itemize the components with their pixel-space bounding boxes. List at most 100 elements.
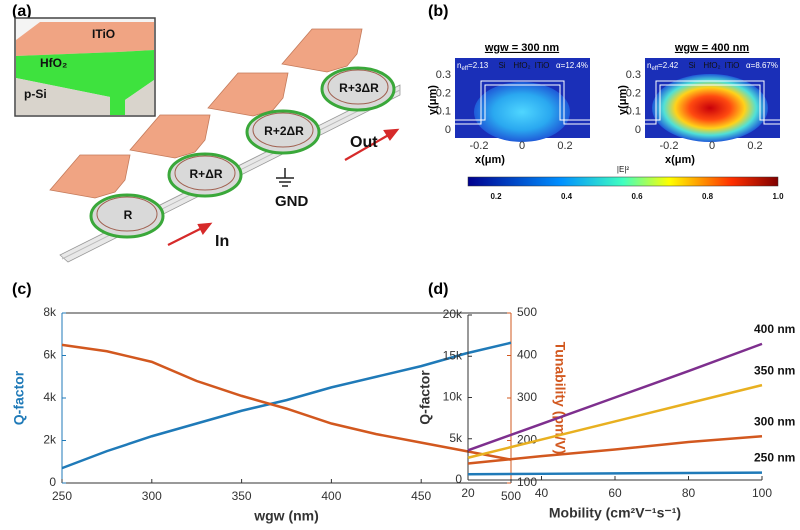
series-line xyxy=(467,471,763,476)
x-tick-label: 80 xyxy=(682,486,696,500)
colorbar-tick: 0.6 xyxy=(631,192,643,201)
y-tick-label: 0 xyxy=(455,472,462,486)
y-tick-label: 8k xyxy=(43,305,57,319)
layer-label: Si xyxy=(498,61,505,70)
y-tick-label: 2k xyxy=(43,433,57,447)
x-tick-label: 0 xyxy=(519,140,525,152)
x-tick-label: 400 xyxy=(321,489,341,503)
x-tick-label: 40 xyxy=(535,486,549,500)
y-tick-label: 0.3 xyxy=(436,69,451,81)
x-tick-label: -0.2 xyxy=(660,140,679,152)
y-axis-label: y(μm) xyxy=(427,85,439,115)
ring-label: R+2ΔR xyxy=(264,124,304,138)
neff-part: eff xyxy=(461,66,468,72)
y-tick-label: 0 xyxy=(635,124,641,136)
panel-label: (c) xyxy=(12,281,32,298)
y-tick-label: 15k xyxy=(443,348,463,362)
device-illustration: (a) R R+ΔR R+2ΔR R+3ΔR GND xyxy=(12,3,401,263)
y-tick-label: 6k xyxy=(43,348,57,362)
layer-label: HfO₂ xyxy=(513,61,530,70)
y-axis-label: Q-factor xyxy=(417,370,433,425)
neff-label: neff=2.42 xyxy=(647,61,679,71)
colorbar-tick: 0.2 xyxy=(490,192,502,201)
y-tick-label: 0.1 xyxy=(626,106,641,118)
neff-part: =2.42 xyxy=(658,61,679,70)
x-tick-label: 60 xyxy=(608,486,622,500)
colorbar-tick: 1.0 xyxy=(772,192,784,201)
layer-label: HfO₂ xyxy=(703,61,720,70)
layer-label: ITiO xyxy=(725,61,740,70)
output-label: Out xyxy=(350,134,378,151)
series-label: 250 nm xyxy=(754,451,795,465)
x-tick-label: 100 xyxy=(752,486,772,500)
y2-tick-label: 400 xyxy=(517,348,537,362)
x-axis-label: Mobility (cm²V⁻¹s⁻¹) xyxy=(549,505,681,521)
ring-label: R+ΔR xyxy=(190,167,223,181)
series-line xyxy=(467,383,763,459)
neff-part: =2.13 xyxy=(468,61,489,70)
series-line xyxy=(467,435,763,465)
y2-tick-label: 500 xyxy=(517,305,537,319)
input-label: In xyxy=(215,233,229,250)
layer-label: Si xyxy=(688,61,695,70)
y-tick-label: 0 xyxy=(445,124,451,136)
y-tick-label: 0.2 xyxy=(626,87,641,99)
alpha-label: α=8.67% xyxy=(746,61,778,70)
neff-part: eff xyxy=(651,66,658,72)
y-tick-label: 0 xyxy=(49,475,56,489)
ring-label: R xyxy=(124,208,133,222)
y2-axis-label: Tunability (pm/V) xyxy=(552,342,568,455)
y-tick-label: 4k xyxy=(43,390,57,404)
panel-label: (d) xyxy=(428,281,448,298)
layer-label: ITiO xyxy=(535,61,550,70)
x-tick-label: -0.2 xyxy=(470,140,489,152)
ring-label: R+3ΔR xyxy=(339,81,379,95)
y2-tick-label: 100 xyxy=(517,475,537,489)
y-axis-label: y(μm) xyxy=(617,85,629,115)
inset-label: p-Si xyxy=(24,87,47,101)
colorbar-tick: 0.8 xyxy=(702,192,714,201)
y-tick-label: 0.3 xyxy=(626,69,641,81)
x-tick-label: 20 xyxy=(461,486,475,500)
series-line xyxy=(467,342,763,452)
x-axis-label: wgw (nm) xyxy=(253,508,319,524)
inset-label: ITiO xyxy=(92,27,115,41)
x-tick-label: 350 xyxy=(232,489,252,503)
colorbar-label: |E|² xyxy=(617,165,629,174)
y-tick-label: 5k xyxy=(449,431,463,445)
neff-part: n xyxy=(457,61,461,70)
plot-title: wgw = 400 nm xyxy=(674,42,749,54)
x-axis-label: x(μm) xyxy=(475,154,505,166)
x-axis-label: x(μm) xyxy=(665,154,695,166)
mode-plots: (b) xyxy=(428,3,780,187)
x-tick-label: 0 xyxy=(709,140,715,152)
y-tick-label: 0.2 xyxy=(436,87,451,99)
x-tick-label: 250 xyxy=(52,489,72,503)
series-label: 300 nm xyxy=(754,414,795,428)
y2-tick-label: 300 xyxy=(517,390,537,404)
y-tick-label: 20k xyxy=(443,307,463,321)
inset: ITiO HfO₂ p-Si xyxy=(14,17,156,117)
alpha-label: α=12.4% xyxy=(556,61,588,70)
y-tick-label: 10k xyxy=(443,390,463,404)
neff-part: n xyxy=(647,61,651,70)
x-tick-label: 0.2 xyxy=(557,140,572,152)
series-label: 400 nm xyxy=(754,322,795,336)
x-tick-label: 450 xyxy=(411,489,431,503)
y-axis-label: Q-factor xyxy=(11,370,27,425)
y-tick-label: 0.1 xyxy=(436,106,451,118)
series-line xyxy=(61,343,512,461)
panel-label: (a) xyxy=(12,3,32,20)
x-tick-label: 500 xyxy=(501,489,521,503)
plot-title: wgw = 300 nm xyxy=(484,42,559,54)
series-label: 350 nm xyxy=(754,363,795,377)
colorbar-tick: 0.4 xyxy=(561,192,573,201)
x-tick-label: 0.2 xyxy=(747,140,762,152)
inset-label: HfO₂ xyxy=(40,56,67,70)
panel-label: (b) xyxy=(428,3,448,20)
series-line xyxy=(61,341,512,470)
x-tick-label: 300 xyxy=(142,489,162,503)
neff-label: neff=2.13 xyxy=(457,61,489,71)
ground-label: GND xyxy=(275,193,309,210)
